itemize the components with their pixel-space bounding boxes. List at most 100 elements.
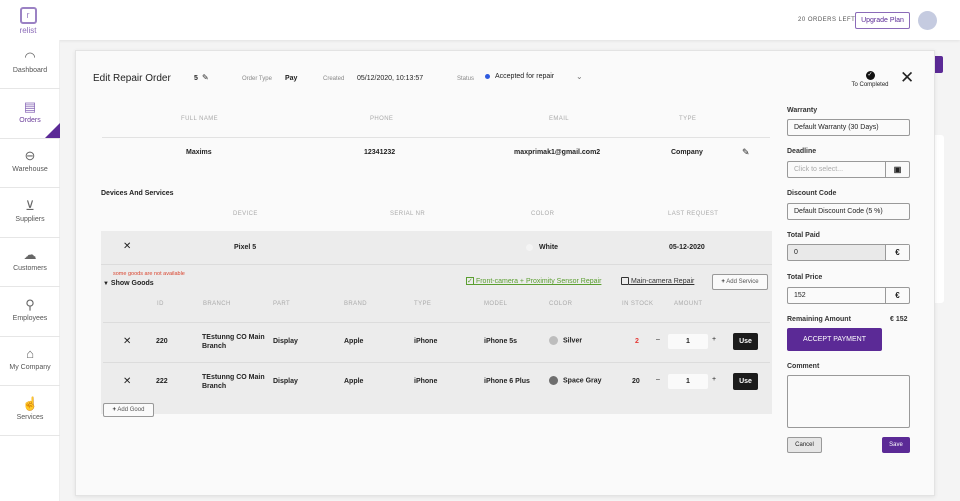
- checkbox-icon[interactable]: [621, 277, 629, 285]
- plus-icon: +: [112, 407, 117, 413]
- column-header: BRAND: [344, 301, 368, 307]
- column-header: TYPE: [414, 301, 432, 307]
- to-completed-button[interactable]: ✓ To Completed: [848, 71, 892, 88]
- sidebar-item-customers[interactable]: ☁ Customers: [0, 238, 60, 287]
- column-header: ID: [157, 301, 164, 307]
- divider: [103, 322, 770, 323]
- service-label: Main-camera Repair: [630, 277, 695, 285]
- avatar[interactable]: [918, 11, 937, 30]
- sidebar: ◠ Dashboard ▤ Orders ⊖ Warehouse ⊻ Suppliers…: [0, 40, 60, 501]
- use-button[interactable]: Use: [733, 373, 758, 390]
- status-label: Status: [457, 76, 475, 82]
- to-completed-label: To Completed: [851, 82, 889, 88]
- sidebar-item-my-company[interactable]: ⌂ My Company: [0, 337, 60, 386]
- good-in-stock: 2: [635, 338, 639, 345]
- warranty-select[interactable]: Default Warranty (30 Days): [787, 119, 910, 136]
- show-goods-toggle[interactable]: ▼ Show Goods: [103, 280, 154, 287]
- good-color-label: Space Gray: [563, 377, 602, 385]
- column-header: LAST REQUEST: [668, 211, 719, 217]
- status-select[interactable]: Accepted for repair ⌄: [485, 72, 585, 85]
- warehouse-lock-icon: ⊖: [24, 148, 36, 163]
- accept-payment-button[interactable]: ACCEPT PAYMENT: [787, 328, 882, 351]
- increment-button[interactable]: +: [712, 376, 717, 383]
- sidebar-item-label: Orders: [19, 117, 41, 124]
- total-paid-value: 0: [794, 249, 798, 256]
- logo[interactable]: r relist: [18, 7, 38, 35]
- customer-type: Company: [671, 149, 703, 156]
- color-swatch: [549, 336, 558, 345]
- close-icon[interactable]: ✕: [900, 68, 915, 87]
- warranty-value: Default Warranty (30 Days): [794, 124, 879, 131]
- sidebar-item-employees[interactable]: ⚲ Employees: [0, 288, 60, 337]
- comment-textarea[interactable]: [787, 375, 910, 428]
- edit-customer-icon[interactable]: ✎: [742, 147, 750, 157]
- customer-name: Maxims: [186, 149, 212, 156]
- modal-title: Edit Repair Order: [93, 73, 171, 84]
- remove-good-icon[interactable]: ✕: [123, 376, 132, 387]
- column-header: PHONE: [370, 116, 394, 122]
- sidebar-item-suppliers[interactable]: ⊻ Suppliers: [0, 189, 60, 238]
- goods-row: ✕ 222 TEstunng CO Main Branch Display Ap…: [101, 363, 772, 403]
- good-type: iPhone: [414, 378, 438, 385]
- remove-good-icon[interactable]: ✕: [123, 336, 132, 347]
- calendar-icon[interactable]: ▣: [885, 162, 909, 177]
- edit-order-number-icon[interactable]: ✎: [202, 73, 209, 82]
- cart-icon: ⊻: [25, 198, 35, 213]
- sidebar-item-label: Services: [16, 414, 44, 421]
- deadline-input[interactable]: Click to select... ▣: [787, 161, 910, 178]
- add-service-button[interactable]: + Add Service: [712, 274, 768, 290]
- good-part: Display: [273, 338, 298, 345]
- customer-phone: 12341232: [364, 149, 396, 156]
- cancel-button[interactable]: Cancel: [787, 437, 822, 453]
- remove-device-icon[interactable]: ✕: [123, 241, 132, 252]
- sidebar-item-dashboard[interactable]: ◠ Dashboard: [0, 40, 60, 89]
- column-header: COLOR: [531, 211, 555, 217]
- decrement-button[interactable]: –: [656, 336, 660, 343]
- column-header: DEVICE: [233, 211, 258, 217]
- column-header: EMAIL: [549, 116, 570, 122]
- good-in-stock: 20: [632, 378, 640, 385]
- add-good-label: Add Good: [117, 407, 145, 413]
- good-branch: TEstunng CO Main Branch: [202, 334, 265, 350]
- color-swatch: [549, 376, 558, 385]
- amount-input[interactable]: 1: [668, 374, 708, 389]
- add-good-button[interactable]: + Add Good: [103, 403, 154, 417]
- increment-button[interactable]: +: [712, 336, 717, 343]
- edit-repair-order-modal: Edit Repair Order 5 ✎ Order Type Pay Cre…: [75, 50, 935, 496]
- sidebar-item-services[interactable]: ☝ Services: [0, 387, 60, 436]
- sidebar-item-label: Employees: [12, 315, 48, 322]
- checkbox-checked-icon[interactable]: ✓: [466, 277, 474, 285]
- column-header: IN STOCK: [622, 301, 654, 307]
- sidebar-item-orders[interactable]: ▤ Orders: [0, 90, 60, 139]
- total-paid-input: 0 €: [787, 244, 910, 261]
- column-header: SERIAL NR: [390, 211, 426, 217]
- device-color-swatch: [526, 244, 533, 251]
- order-type-value: Pay: [285, 75, 298, 82]
- use-button[interactable]: Use: [733, 333, 758, 350]
- total-price-input[interactable]: 152 €: [787, 287, 910, 304]
- sidebar-item-warehouse[interactable]: ⊖ Warehouse: [0, 139, 60, 188]
- save-button[interactable]: Save: [882, 437, 910, 453]
- amount-input[interactable]: 1: [668, 334, 708, 349]
- discount-code-select[interactable]: Default Discount Code (5 %): [787, 203, 910, 220]
- currency-suffix: €: [885, 245, 909, 260]
- total-price-value: 152: [794, 292, 806, 299]
- show-goods-label: Show Goods: [110, 280, 154, 287]
- divider: [101, 264, 772, 265]
- deadline-placeholder: Click to select...: [794, 166, 844, 173]
- column-header: FULL NAME: [181, 116, 219, 122]
- upgrade-plan-button[interactable]: Upgrade Plan: [855, 12, 910, 29]
- top-bar: r relist 20 ORDERS LEFT Upgrade Plan: [0, 0, 960, 40]
- logo-text: relist: [19, 26, 37, 35]
- service-main-camera[interactable]: Main-camera Repair: [621, 277, 694, 285]
- goods-warning: some goods are not available: [113, 271, 185, 277]
- clipboard-icon: ▤: [23, 99, 37, 114]
- add-service-label: Add Service: [726, 279, 759, 285]
- device-last-request: 05-12-2020: [669, 244, 705, 251]
- total-paid-label: Total Paid: [787, 232, 820, 239]
- decrement-button[interactable]: –: [656, 376, 660, 383]
- column-header: TYPE: [679, 116, 697, 122]
- good-color-label: Silver: [563, 337, 583, 345]
- service-front-camera[interactable]: ✓ Front-camera + Proximity Sensor Repair: [466, 277, 601, 285]
- check-circle-icon: ✓: [865, 71, 875, 80]
